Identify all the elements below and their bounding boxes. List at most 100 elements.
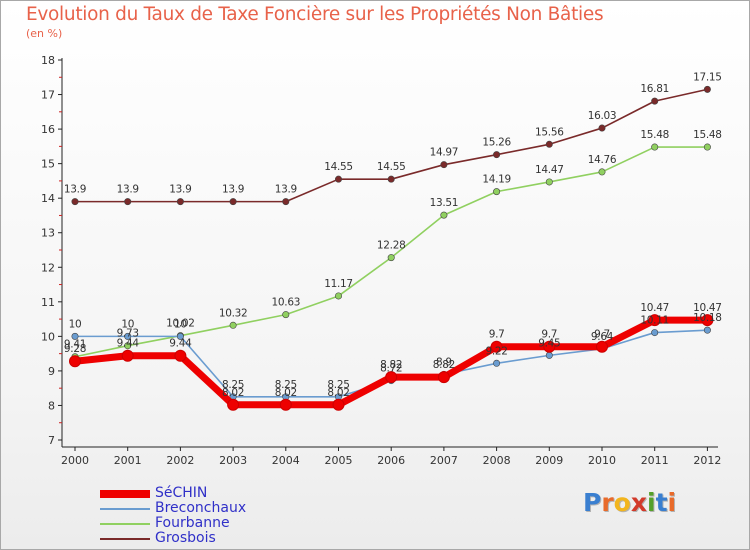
data-label: 14.55 — [324, 161, 353, 173]
logo-letter: o — [613, 488, 631, 517]
data-label: 10.32 — [219, 307, 248, 319]
legend-label: Grosbois — [155, 530, 216, 546]
y-tick-label: 17 — [41, 89, 55, 102]
data-point — [176, 198, 184, 206]
data-label: 14.76 — [588, 154, 617, 166]
data-point — [282, 311, 290, 319]
data-label: 9.7 — [594, 329, 610, 341]
legend-swatch — [100, 523, 150, 525]
legend-swatch — [100, 508, 150, 510]
x-tick-label: 2010 — [588, 454, 616, 467]
data-label: 13.9 — [64, 184, 86, 196]
y-tick-label: 13 — [41, 227, 55, 240]
y-tick-label: 12 — [41, 261, 55, 274]
data-point — [279, 398, 292, 411]
y-tick-label: 11 — [41, 296, 55, 309]
y-tick-label: 15 — [41, 158, 55, 171]
data-label: 14.47 — [535, 164, 564, 176]
data-point — [174, 349, 187, 362]
data-point — [176, 332, 184, 340]
data-label: 13.9 — [222, 184, 244, 196]
data-point — [545, 140, 553, 148]
data-label: 12.28 — [377, 240, 406, 252]
x-tick-label: 2001 — [114, 454, 142, 467]
data-label: 9.45 — [538, 337, 560, 349]
data-label: 9.7 — [489, 329, 505, 341]
y-tick-label: 10 — [41, 330, 55, 343]
data-point — [493, 151, 501, 159]
data-label: 10.47 — [693, 302, 722, 314]
legend-swatch — [100, 538, 150, 540]
data-label: 9.44 — [117, 338, 140, 350]
legend-swatch — [100, 490, 150, 498]
data-label: 8.25 — [222, 379, 244, 391]
proxiti-logo: Proxiti — [583, 488, 676, 517]
x-tick-label: 2005 — [325, 454, 353, 467]
data-label: 8.02 — [222, 387, 244, 399]
y-tick-label: 16 — [41, 123, 55, 136]
data-label: 11.17 — [324, 278, 353, 290]
data-label: 9.7 — [541, 329, 557, 341]
data-label: 8.25 — [275, 379, 297, 391]
data-label: 13.51 — [430, 197, 459, 209]
data-label: 9.73 — [117, 328, 139, 340]
data-label: 13.9 — [169, 184, 191, 196]
data-point — [282, 198, 290, 206]
legend-label: Fourbanne — [155, 515, 230, 531]
data-label: 15.48 — [640, 129, 669, 141]
data-label: 8.02 — [327, 387, 349, 399]
data-label: 15.48 — [693, 129, 722, 141]
chart-title: Evolution du Taux de Taxe Foncière sur l… — [26, 4, 604, 25]
data-point — [440, 161, 448, 169]
x-tick-label: 2007 — [430, 454, 458, 467]
data-label: 10 — [121, 318, 134, 330]
data-label: 16.03 — [588, 110, 617, 122]
data-point — [334, 292, 342, 300]
x-tick-label: 2004 — [272, 454, 300, 467]
data-point — [334, 175, 342, 183]
data-point — [387, 175, 395, 183]
data-label: 10.18 — [693, 312, 722, 324]
data-label: 8.25 — [327, 379, 349, 391]
x-tick-label: 2011 — [641, 454, 669, 467]
data-label: 16.81 — [640, 83, 669, 95]
data-point — [71, 332, 79, 340]
data-point — [493, 359, 501, 367]
data-label: 10.11 — [640, 315, 669, 327]
logo-letter: t — [655, 488, 668, 517]
chart-legend: SéCHIN Breconchaux Fourbanne Grosbois — [100, 485, 320, 546]
data-point — [651, 97, 659, 105]
data-label: 15.56 — [535, 126, 564, 138]
data-label: 8.02 — [275, 387, 297, 399]
data-label: 10.47 — [640, 302, 669, 314]
data-label: 10.63 — [272, 297, 301, 309]
x-tick-label: 2006 — [377, 454, 405, 467]
data-label: 9.41 — [64, 339, 86, 351]
data-point — [332, 398, 345, 411]
data-point — [121, 349, 134, 362]
x-tick-label: 2009 — [535, 454, 563, 467]
data-label: 14.19 — [482, 174, 511, 186]
data-label: 14.55 — [377, 161, 406, 173]
data-point — [545, 351, 553, 359]
data-point — [490, 340, 503, 353]
data-point — [651, 329, 659, 337]
x-tick-label: 2000 — [61, 454, 89, 467]
data-point — [703, 326, 711, 334]
data-point — [598, 168, 606, 176]
chart-subtitle: (en %) — [26, 27, 63, 40]
data-point — [543, 340, 556, 353]
data-point — [493, 188, 501, 196]
data-point — [545, 178, 553, 186]
data-label: 8.72 — [380, 363, 402, 375]
data-label: 9.64 — [591, 331, 614, 343]
data-point — [703, 143, 711, 151]
legend-label: SéCHIN — [155, 485, 208, 501]
data-point — [598, 124, 606, 132]
data-label: 10.02 — [166, 318, 195, 330]
legend-item: Grosbois — [100, 530, 320, 546]
y-tick-label: 7 — [48, 434, 55, 447]
legend-item: SéCHIN — [100, 485, 320, 501]
legend-label: Breconchaux — [155, 500, 247, 516]
